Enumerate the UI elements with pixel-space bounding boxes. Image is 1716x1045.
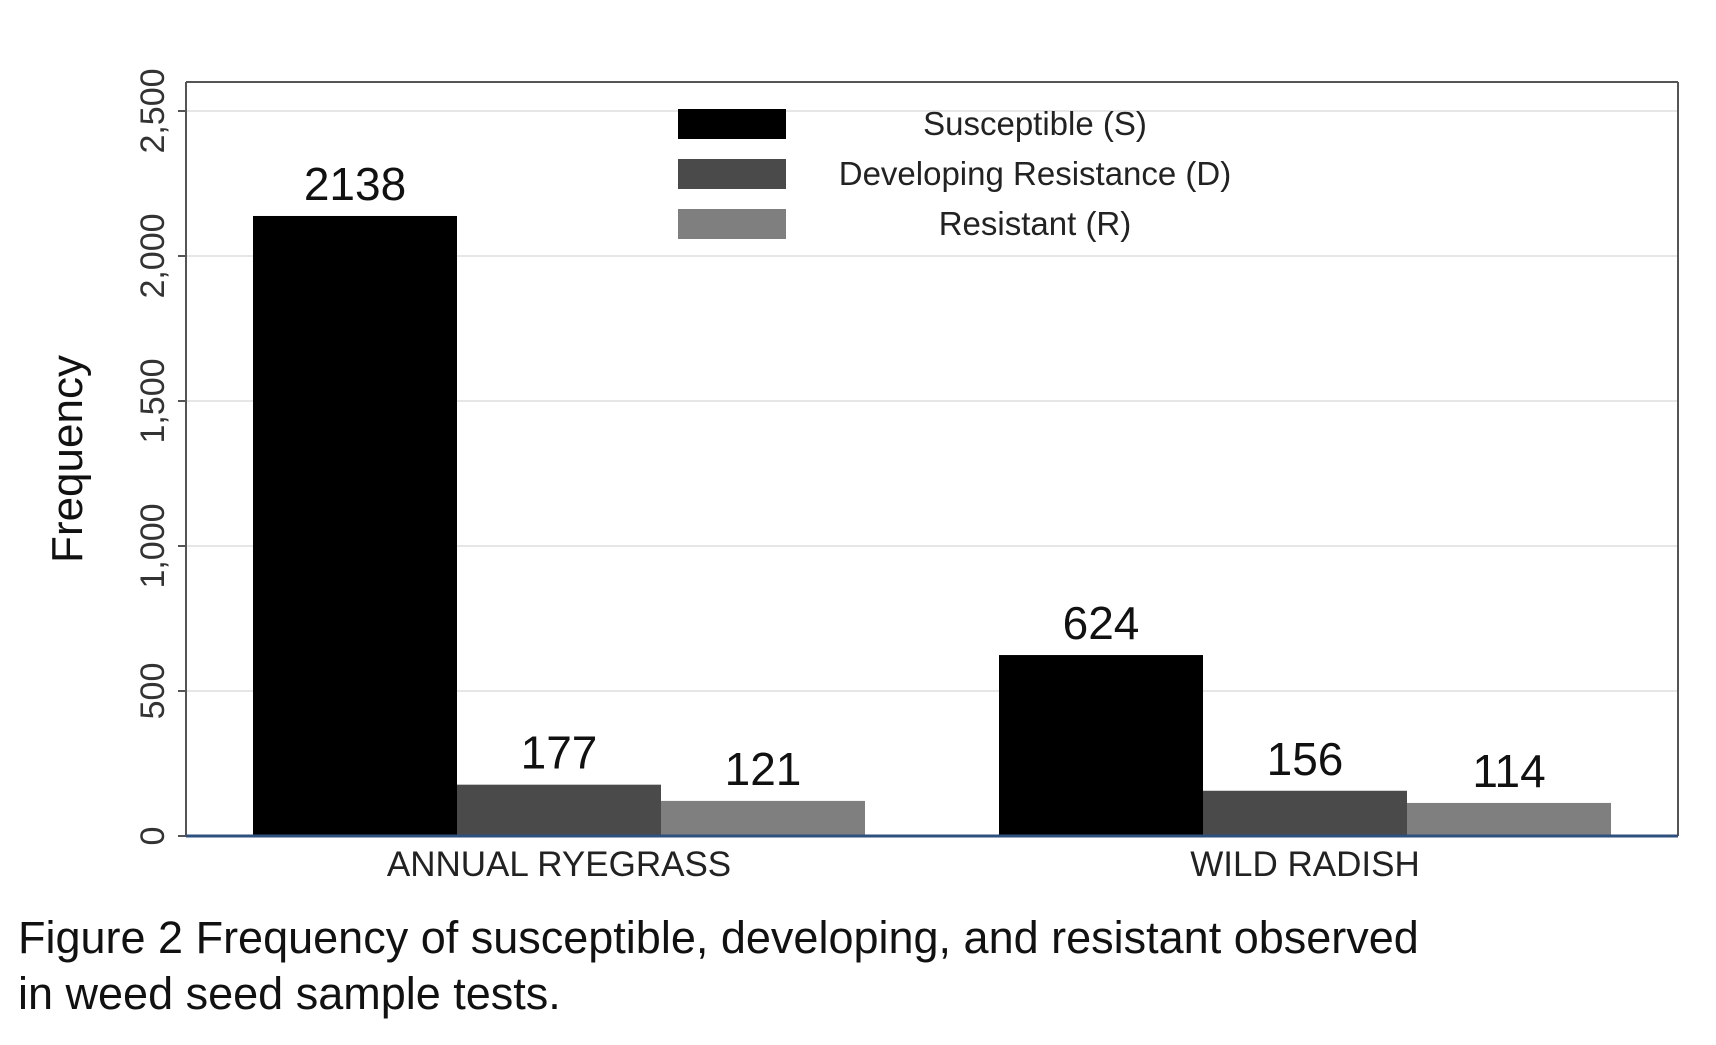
bar [999, 655, 1203, 836]
y-tick-label: 2,000 [134, 213, 172, 298]
data-label: 2138 [304, 158, 406, 210]
caption-line-2: in weed seed sample tests. [18, 968, 561, 1019]
data-labels: 2138 624 177 156 121 114 [304, 158, 1546, 797]
legend: Susceptible (S) Developing Resistance (D)… [678, 105, 1231, 242]
data-label: 114 [1472, 745, 1545, 797]
y-axis-title: Frequency [43, 355, 92, 563]
y-tick-label: 2,500 [134, 68, 172, 153]
bar [457, 784, 661, 836]
y-tick-label: 1,000 [134, 503, 172, 588]
bar-chart: 2138 624 177 156 121 114 0 500 1,000 1,500 2,000 2… [43, 68, 1679, 884]
legend-label: Resistant (R) [939, 205, 1132, 242]
data-label: 624 [1063, 597, 1140, 649]
bar [661, 800, 865, 836]
y-tick-label: 500 [134, 663, 172, 720]
data-label: 156 [1267, 733, 1344, 785]
x-category-label: ANNUAL RYEGRASS [387, 845, 731, 884]
caption-line-1: Figure 2 Frequency of susceptible, devel… [18, 912, 1419, 963]
legend-swatch [678, 159, 786, 189]
bars [253, 215, 1611, 837]
y-tick-label: 1,500 [134, 358, 172, 443]
y-tick-label: 0 [134, 827, 172, 846]
data-label: 177 [521, 727, 598, 779]
bar [1203, 790, 1407, 836]
legend-swatch [678, 209, 786, 239]
legend-label: Developing Resistance (D) [839, 155, 1232, 192]
legend-swatch [678, 109, 786, 139]
legend-label: Susceptible (S) [923, 105, 1147, 142]
x-category-label: WILD RADISH [1190, 845, 1419, 884]
bar [1407, 802, 1611, 836]
axes: 0 500 1,000 1,500 2,000 2,500 Frequency ANNUAL … [43, 68, 1679, 884]
figure-caption: Figure 2 Frequency of susceptible, devel… [18, 910, 1678, 1022]
bar [253, 215, 457, 837]
data-label: 121 [725, 743, 802, 795]
